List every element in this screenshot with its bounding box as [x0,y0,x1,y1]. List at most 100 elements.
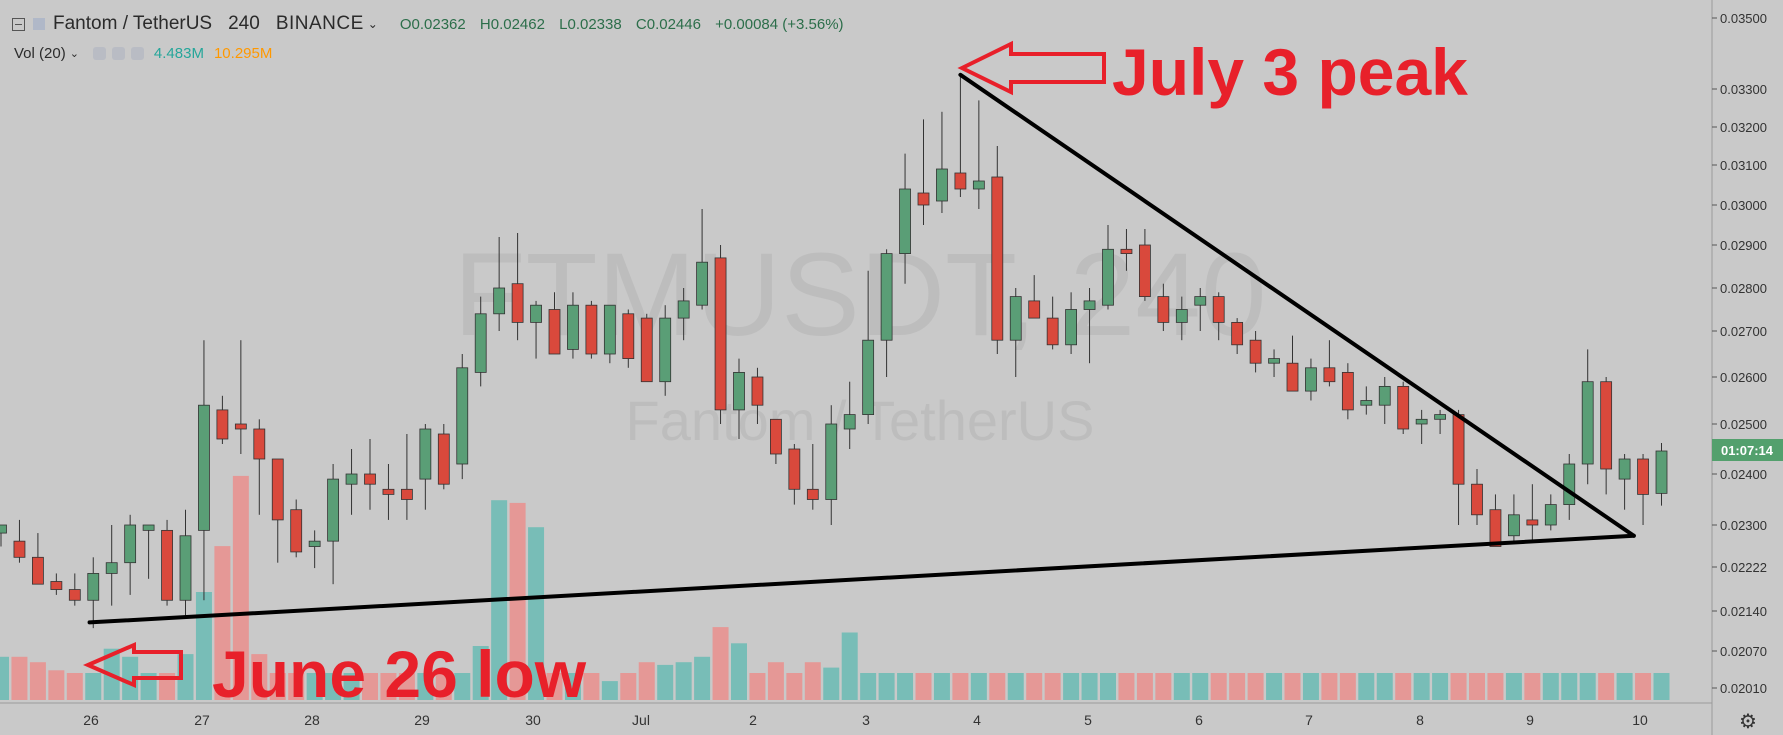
candle-body [622,313,635,359]
candle [1526,484,1539,542]
chevron-down-icon[interactable]: ⌄ [367,17,378,31]
price-label: 0.03200 [1720,120,1767,135]
annotation-peak[interactable]: July 3 peak [957,35,1468,109]
volume-bar [1616,673,1633,700]
candle [862,270,875,424]
volume-bar [1100,673,1116,700]
trendlines[interactable] [87,72,1636,625]
volume-indicator-label[interactable]: Vol (20) [14,45,66,62]
volume-bar [1376,673,1393,700]
candle [1397,381,1410,434]
candle-body [880,253,893,341]
candle-body [234,423,247,430]
volume-bar [306,673,323,700]
volume-bar [804,662,821,700]
eye-icon[interactable] [92,47,106,60]
time-label: 10 [1632,712,1648,728]
candle [456,354,469,480]
volume-bar [417,673,434,700]
candle [1286,335,1299,392]
settings-icon[interactable] [111,47,125,60]
volume-bar [583,673,600,700]
candle [1434,409,1446,434]
annotation-low[interactable]: June 26 low [82,637,587,711]
volume-bar [1598,673,1615,700]
candle [917,119,930,225]
candle [13,519,26,563]
candle [87,557,100,629]
candle-body [1102,248,1114,306]
candle-body [1471,483,1483,516]
volume-bar [195,592,212,700]
close-icon[interactable] [130,47,144,60]
price-axis[interactable]: 0.03500 0.03300 0.03200 0.03100 0.03000 0.029… [1712,11,1767,696]
price-label: 0.03300 [1720,82,1767,97]
trendline[interactable] [958,72,1636,538]
volume-bar [1026,673,1043,700]
candle-body [1563,463,1576,505]
volume-bar [970,673,987,700]
volume-value-1: 4.483M [153,45,204,62]
candle-body [1341,371,1354,411]
price-label: 0.02070 [1720,644,1767,659]
candle [1194,288,1207,331]
candle [880,249,893,377]
candle [327,464,340,585]
time-label: Jul [632,712,650,728]
candle [32,533,44,585]
candle [1231,318,1244,354]
candle [585,300,598,359]
time-label: 2 [749,712,757,728]
candle [1360,386,1373,415]
volume-bar [48,670,65,700]
volume-bar [1044,673,1061,700]
candle-body [1231,321,1244,346]
time-label: 26 [83,712,99,728]
change-value: +0.00084 (+3.56%) [715,15,844,33]
candle [105,525,118,606]
symbol-name[interactable]: Fantom / TetherUS [53,13,213,34]
candle-body [843,414,856,430]
candle [474,296,487,387]
chevron-down-icon[interactable]: ⌄ [69,48,79,60]
candle-body [1305,367,1317,392]
candle-body [1286,362,1299,392]
exchange-label[interactable]: BINANCE [275,13,364,34]
candle-body [770,418,782,455]
candle [124,514,137,595]
volume-bar [989,673,1006,700]
candle-body [1212,296,1225,323]
chart-settings-gear-icon[interactable]: ⚙ [1739,711,1757,733]
candle-body [659,317,672,383]
timer-badge-bg [1712,439,1783,461]
volume-bar [269,673,286,700]
candle [308,530,321,569]
candle [991,146,1004,354]
low-arrow-icon [82,641,183,689]
candle-body [419,428,432,480]
volume-bar [11,656,28,700]
interval-label[interactable]: 240 [228,13,260,34]
volume-bar [1524,673,1541,700]
price-label: 0.02300 [1720,518,1767,533]
volume-bar [343,673,360,700]
candle [640,313,653,383]
candle-body [161,529,173,601]
volume-bar [1579,673,1596,700]
candle-body [1434,414,1446,420]
volume-bar [564,673,581,700]
candle-body [972,180,985,190]
volume-bar [509,502,526,700]
candle [806,444,819,510]
price-label: 0.03000 [1720,198,1767,213]
candle-body [585,304,598,355]
volume-bar [767,662,784,700]
candle-body [1157,296,1170,323]
price-label: 0.02222 [1720,560,1767,575]
time-axis[interactable]: 26 27 28 29 30 Jul 2 3 4 5 6 7 8 9 10 [83,712,1648,728]
trendline[interactable] [87,533,1636,625]
collapse-icon[interactable] [12,17,25,31]
volume-bar [1395,673,1412,700]
candle-body [936,168,948,202]
